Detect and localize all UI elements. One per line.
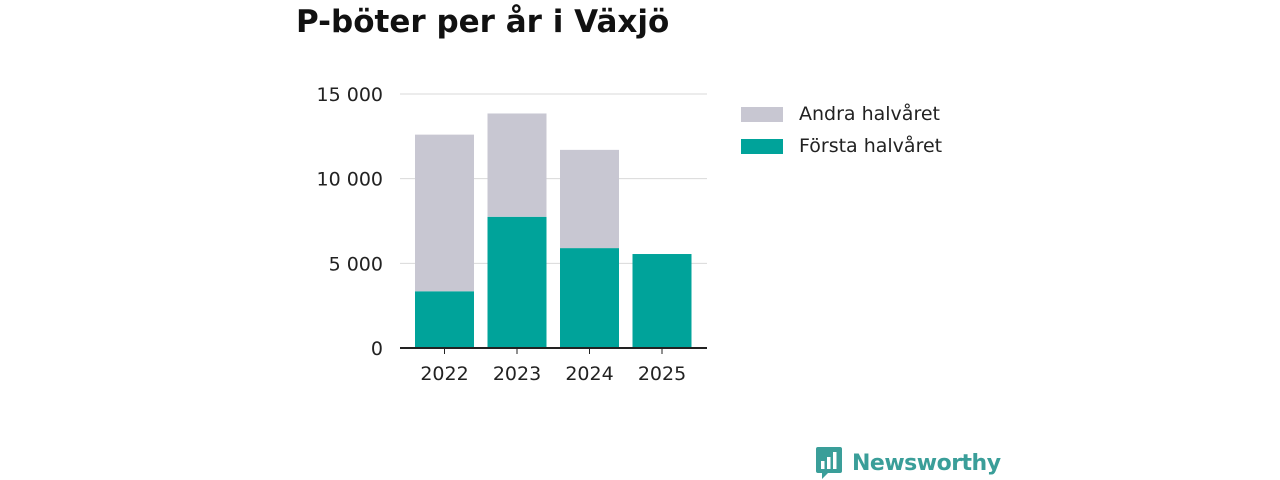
- bar-andra-halvaret-2024: [560, 149, 619, 249]
- y-tick-label: 5 000: [329, 253, 383, 275]
- legend-label: Första halvåret: [799, 135, 943, 157]
- y-axis-ticks: 0 5 000 10 000 15 000: [317, 84, 383, 360]
- x-tick-label: 2024: [565, 363, 613, 385]
- legend-label: Andra halvåret: [799, 103, 940, 125]
- bar-chart-logo-icon: [816, 447, 842, 479]
- bars: [415, 113, 692, 348]
- bar-forsta-halvaret-2025: [632, 254, 692, 348]
- x-tick-label: 2023: [493, 363, 541, 385]
- legend: Andra halvåret Första halvåret: [741, 98, 942, 162]
- bar-forsta-halvaret-2023: [487, 216, 547, 348]
- bar-andra-halvaret-2022: [415, 134, 474, 292]
- legend-swatch-andra-halvaret: [741, 106, 783, 122]
- legend-swatch-forsta-halvaret: [741, 138, 783, 154]
- y-tick-label: 10 000: [317, 169, 383, 191]
- bar-forsta-halvaret-2024: [560, 248, 619, 348]
- brand-name: Newsworthy: [852, 450, 1001, 476]
- x-axis-ticks: 2022 2023 2024 2025: [420, 348, 686, 385]
- y-tick-label: 0: [371, 338, 383, 360]
- legend-item-forsta-halvaret: Första halvåret: [741, 130, 942, 162]
- x-tick-label: 2025: [638, 363, 686, 385]
- chart-title: P-böter per år i Växjö: [296, 4, 670, 40]
- legend-item-andra-halvaret: Andra halvåret: [741, 98, 942, 130]
- y-tick-label: 15 000: [317, 84, 383, 106]
- newsworthy-logo[interactable]: Newsworthy: [815, 446, 1001, 480]
- bar-forsta-halvaret-2022: [415, 291, 474, 348]
- bar-andra-halvaret-2023: [487, 113, 547, 217]
- x-tick-label: 2022: [420, 363, 468, 385]
